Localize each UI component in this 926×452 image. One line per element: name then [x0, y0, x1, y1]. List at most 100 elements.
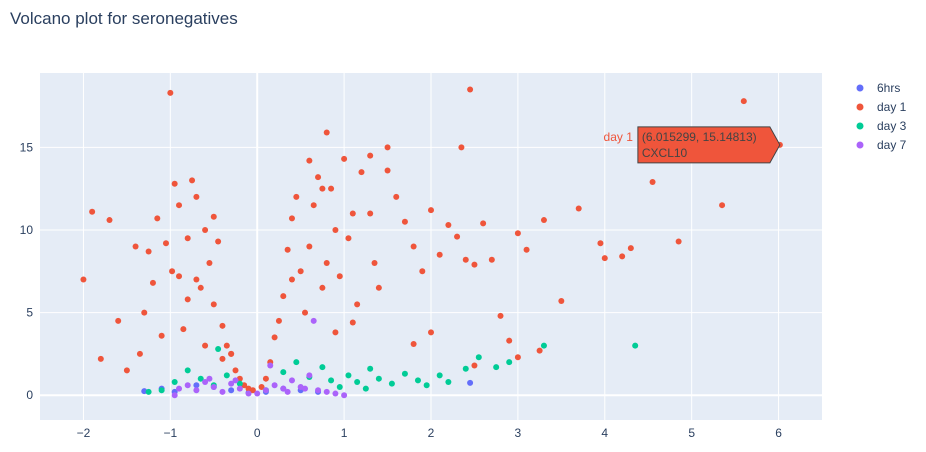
data-point[interactable]: [436, 251, 443, 258]
data-point[interactable]: [167, 89, 174, 96]
data-point[interactable]: [136, 350, 143, 357]
data-point[interactable]: [540, 217, 547, 224]
data-point[interactable]: [332, 226, 339, 233]
data-point[interactable]: [627, 245, 634, 252]
data-point[interactable]: [302, 385, 309, 392]
data-point[interactable]: [349, 319, 356, 326]
data-point[interactable]: [306, 157, 313, 164]
data-point[interactable]: [371, 260, 378, 267]
data-point[interactable]: [171, 180, 178, 187]
data-point[interactable]: [293, 359, 300, 366]
data-point[interactable]: [497, 312, 504, 319]
data-point[interactable]: [514, 354, 521, 361]
data-point[interactable]: [341, 392, 348, 399]
data-point[interactable]: [184, 235, 191, 242]
data-point[interactable]: [232, 367, 239, 374]
legend-item-day-7[interactable]: day 7: [856, 138, 907, 152]
data-point[interactable]: [236, 380, 243, 387]
data-point[interactable]: [336, 273, 343, 280]
data-point[interactable]: [306, 243, 313, 250]
data-point[interactable]: [306, 372, 313, 379]
data-point[interactable]: [184, 367, 191, 374]
data-point[interactable]: [414, 377, 421, 384]
data-point[interactable]: [149, 279, 156, 286]
data-point[interactable]: [236, 385, 243, 392]
data-point[interactable]: [506, 337, 513, 344]
data-point[interactable]: [293, 193, 300, 200]
data-point[interactable]: [193, 276, 200, 283]
data-point[interactable]: [601, 255, 608, 262]
data-point[interactable]: [323, 388, 330, 395]
data-point[interactable]: [471, 362, 478, 369]
data-point[interactable]: [169, 268, 176, 275]
data-point[interactable]: [462, 256, 469, 263]
data-point[interactable]: [575, 205, 582, 212]
data-point[interactable]: [367, 365, 374, 372]
data-point[interactable]: [215, 345, 222, 352]
data-point[interactable]: [206, 260, 213, 267]
data-point[interactable]: [158, 332, 165, 339]
data-point[interactable]: [375, 284, 382, 291]
data-point[interactable]: [228, 387, 235, 394]
data-point[interactable]: [232, 377, 239, 384]
data-point[interactable]: [536, 347, 543, 354]
data-point[interactable]: [193, 382, 200, 389]
data-point[interactable]: [506, 359, 513, 366]
data-point[interactable]: [249, 387, 256, 394]
data-point[interactable]: [428, 329, 434, 336]
data-point[interactable]: [462, 365, 469, 372]
data-point[interactable]: [454, 233, 461, 240]
data-point[interactable]: [288, 377, 295, 384]
data-point[interactable]: [271, 382, 278, 389]
data-point[interactable]: [210, 301, 217, 308]
data-point[interactable]: [436, 372, 443, 379]
data-point[interactable]: [162, 240, 169, 247]
data-point[interactable]: [262, 387, 269, 394]
data-point[interactable]: [288, 276, 295, 283]
data-point[interactable]: [310, 317, 317, 324]
data-point[interactable]: [176, 385, 183, 392]
data-point[interactable]: [410, 243, 417, 250]
data-point[interactable]: [410, 340, 417, 347]
data-point[interactable]: [358, 169, 365, 176]
data-point[interactable]: [219, 388, 226, 395]
data-point[interactable]: [384, 167, 391, 174]
data-point[interactable]: [458, 144, 465, 151]
data-point[interactable]: [145, 248, 152, 255]
data-point[interactable]: [176, 202, 183, 209]
data-point[interactable]: [176, 273, 183, 280]
data-point[interactable]: [319, 185, 326, 192]
data-point[interactable]: [558, 298, 565, 305]
data-point[interactable]: [341, 155, 348, 162]
data-point[interactable]: [315, 174, 322, 181]
data-point[interactable]: [328, 185, 335, 192]
data-point[interactable]: [445, 378, 452, 385]
data-point[interactable]: [258, 383, 265, 390]
data-point[interactable]: [319, 284, 326, 291]
data-point[interactable]: [132, 243, 139, 250]
data-point[interactable]: [202, 378, 209, 385]
data-point[interactable]: [210, 213, 217, 220]
data-point[interactable]: [171, 378, 178, 385]
data-point[interactable]: [184, 296, 191, 303]
data-point[interactable]: [523, 246, 530, 253]
data-point[interactable]: [154, 215, 161, 222]
data-point[interactable]: [223, 372, 230, 379]
data-point[interactable]: [80, 276, 87, 283]
data-point[interactable]: [197, 284, 204, 291]
data-point[interactable]: [323, 129, 330, 136]
legend-item-day-3[interactable]: day 3: [856, 119, 907, 133]
data-point[interactable]: [123, 367, 130, 374]
data-point[interactable]: [349, 210, 356, 217]
data-point[interactable]: [262, 375, 269, 382]
data-point[interactable]: [514, 230, 521, 237]
data-point[interactable]: [89, 208, 96, 215]
data-point[interactable]: [719, 202, 726, 209]
data-point[interactable]: [319, 364, 326, 371]
data-point[interactable]: [280, 369, 287, 376]
data-point[interactable]: [332, 329, 339, 336]
data-point[interactable]: [284, 388, 291, 395]
legend[interactable]: 6hrs day 1 day 3 day 7: [856, 81, 907, 152]
data-point[interactable]: [328, 377, 335, 384]
